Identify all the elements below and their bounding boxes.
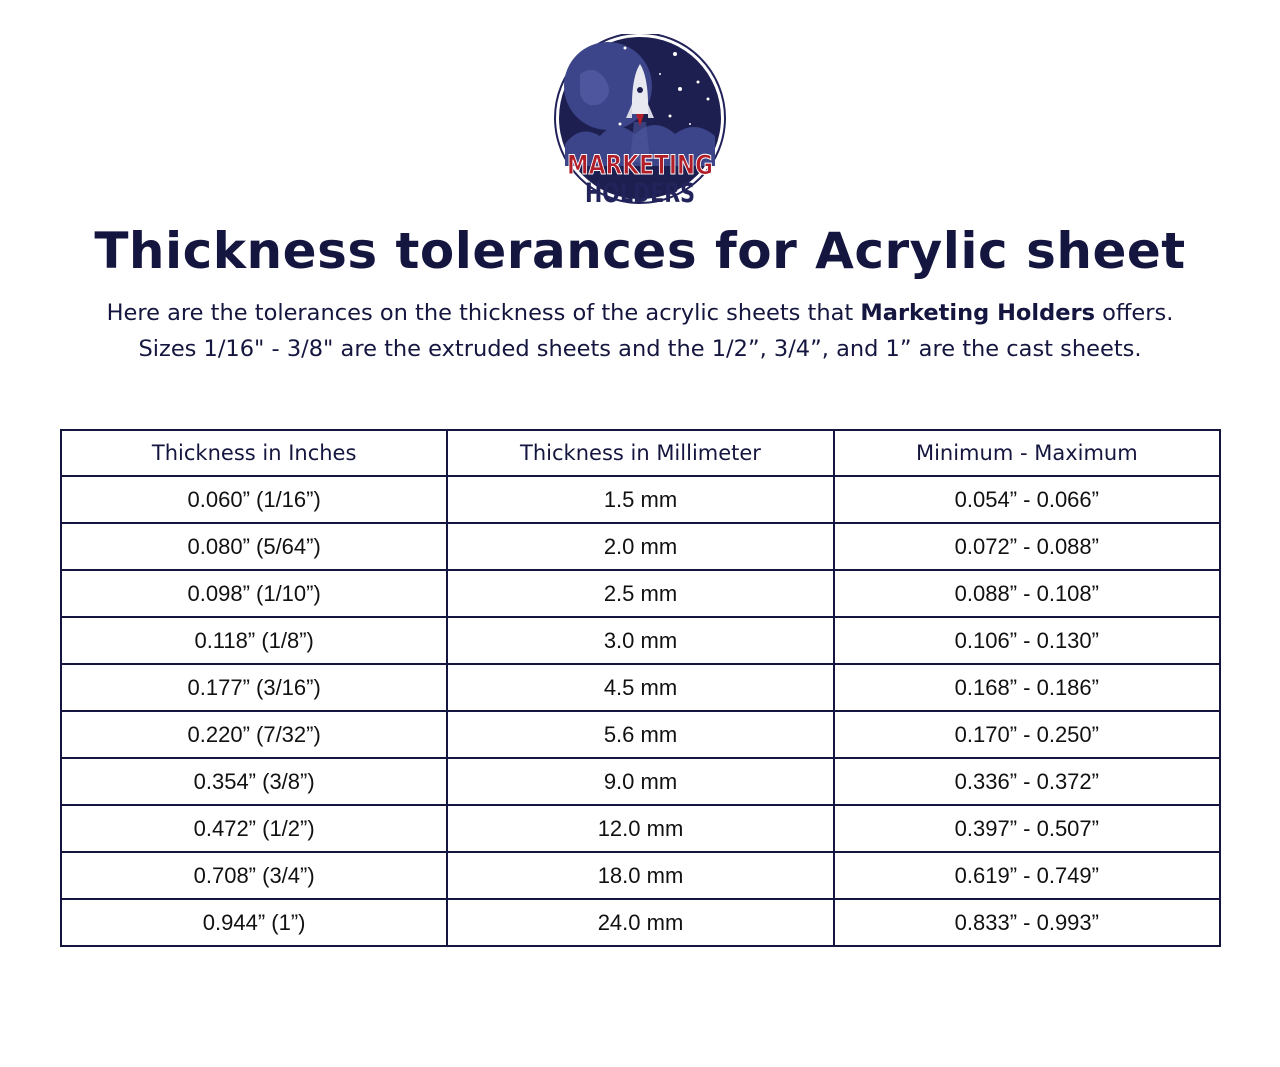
header-millimeter: Thickness in Millimeter: [446, 429, 835, 477]
table-row: 0.060” (1/16”) 1.5 mm 0.054” - 0.066”: [59, 475, 1222, 524]
cell-inches: 0.098” (1/10”): [59, 569, 449, 618]
table-row: 0.472” (1/2”) 12.0 mm 0.397” - 0.507”: [59, 804, 1222, 853]
cell-millimeter: 3.0 mm: [446, 616, 835, 665]
table-row: 0.220” (7/32”) 5.6 mm 0.170” - 0.250”: [59, 710, 1222, 759]
cell-millimeter: 18.0 mm: [446, 851, 835, 900]
cell-min-max: 0.619” - 0.749”: [832, 851, 1222, 900]
intro-text-end: offers.: [1094, 300, 1174, 326]
cell-millimeter: 2.5 mm: [446, 569, 835, 618]
cell-millimeter: 1.5 mm: [446, 475, 835, 524]
table-row: 0.098” (1/10”) 2.5 mm 0.088” - 0.108”: [59, 569, 1222, 618]
tolerance-table: Thickness in Inches Thickness in Millime…: [59, 429, 1222, 947]
header-inches: Thickness in Inches: [59, 429, 449, 477]
cell-min-max: 0.054” - 0.066”: [832, 475, 1222, 524]
cell-millimeter: 9.0 mm: [446, 757, 835, 806]
cell-millimeter: 24.0 mm: [446, 898, 835, 947]
cell-millimeter: 5.6 mm: [446, 710, 835, 759]
table-row: 0.118” (1/8”) 3.0 mm 0.106” - 0.130”: [59, 616, 1222, 665]
table-row: 0.708” (3/4”) 18.0 mm 0.619” - 0.749”: [59, 851, 1222, 900]
cell-min-max: 0.072” - 0.088”: [832, 522, 1222, 571]
table-row: 0.177” (3/16”) 4.5 mm 0.168” - 0.186”: [59, 663, 1222, 712]
cell-min-max: 0.170” - 0.250”: [832, 710, 1222, 759]
cell-inches: 0.472” (1/2”): [59, 804, 449, 853]
cell-inches: 0.177” (3/16”): [59, 663, 449, 712]
cell-millimeter: 12.0 mm: [446, 804, 835, 853]
cell-inches: 0.708” (3/4”): [59, 851, 449, 900]
logo-text-line1: MARKETING: [567, 150, 713, 181]
page-title: Thickness tolerances for Acrylic sheet: [94, 222, 1186, 280]
cell-inches: 0.354” (3/8”): [59, 757, 449, 806]
cell-inches: 0.944” (1”): [59, 898, 449, 947]
table-row: 0.944” (1”) 24.0 mm 0.833” - 0.993”: [59, 898, 1222, 947]
cell-min-max: 0.397” - 0.507”: [832, 804, 1222, 853]
cell-min-max: 0.833” - 0.993”: [832, 898, 1222, 947]
table-row: 0.354” (3/8”) 9.0 mm 0.336” - 0.372”: [59, 757, 1222, 806]
cell-inches: 0.220” (7/32”): [59, 710, 449, 759]
cell-millimeter: 2.0 mm: [446, 522, 835, 571]
brand-name: Marketing Holders: [860, 300, 1095, 326]
logo-text-line2: HOLDERS: [585, 178, 695, 209]
intro-line-2: Sizes 1/16" - 3/8" are the extruded shee…: [138, 336, 1142, 362]
cell-min-max: 0.088” - 0.108”: [832, 569, 1222, 618]
table-row: 0.080” (5/64”) 2.0 mm 0.072” - 0.088”: [59, 522, 1222, 571]
cell-inches: 0.080” (5/64”): [59, 522, 449, 571]
cell-inches: 0.060” (1/16”): [59, 475, 449, 524]
cell-inches: 0.118” (1/8”): [59, 616, 449, 665]
table-header-row: Thickness in Inches Thickness in Millime…: [59, 429, 1222, 477]
intro-line-1: Here are the tolerances on the thickness…: [0, 300, 1280, 326]
cell-min-max: 0.336” - 0.372”: [832, 757, 1222, 806]
cell-millimeter: 4.5 mm: [446, 663, 835, 712]
intro-text: Here are the tolerances on the thickness…: [106, 300, 861, 326]
header-min-max: Minimum - Maximum: [832, 429, 1222, 477]
cell-min-max: 0.106” - 0.130”: [832, 616, 1222, 665]
marketing-holders-logo: MARKETING HOLDERS: [554, 34, 726, 209]
cell-min-max: 0.168” - 0.186”: [832, 663, 1222, 712]
